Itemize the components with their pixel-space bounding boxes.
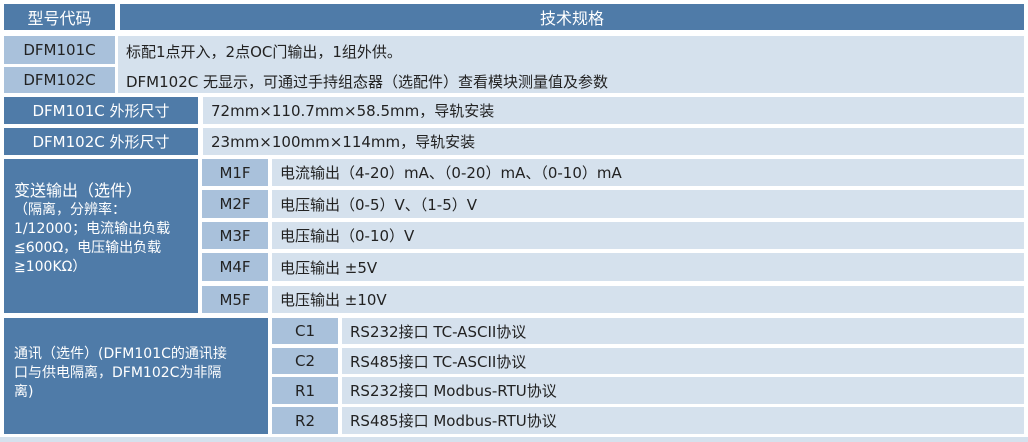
dimension-value: 72mm×110.7mm×58.5mm，导轨安装: [203, 97, 1024, 124]
model-desc-cell: 标配1点开入，2点OC门输出，1组外供。 DFM102C 无显示，可通过手持组态…: [118, 36, 1024, 93]
model-code-cell: DFM102C: [4, 67, 115, 93]
comm-desc: RS485接口 Modbus-RTU协议: [342, 407, 1024, 434]
transmit-desc: 电压输出 ±5V: [272, 253, 1024, 281]
comm-code: R2: [272, 407, 338, 434]
transmit-code: M5F: [202, 286, 268, 313]
transmit-code: M1F: [202, 159, 268, 186]
model-desc: 标配1点开入，2点OC门输出，1组外供。: [126, 43, 402, 61]
comm-code: R1: [272, 377, 338, 404]
comm-title: 通讯（选件）(DFM101C的通讯接口与供电隔离，DFM102C为非隔离): [14, 346, 227, 400]
comm-desc: RS232接口 TC-ASCII协议: [342, 318, 1024, 344]
transmit-title: 变送输出（选件）: [14, 181, 143, 200]
transmit-desc: 电压输出（0-5）V、（1-5）V: [272, 190, 1024, 218]
transmit-code: M3F: [202, 222, 268, 249]
dimension-label: DFM101C 外形尺寸: [4, 97, 198, 124]
model-desc: DFM102C 无显示，可通过手持组态器（选配件）查看模块测量值及参数: [126, 73, 608, 91]
transmit-header-cell: 变送输出（选件） （隔离，分辨率：1/12000；电流输出负载≦600Ω，电压输…: [4, 159, 198, 313]
model-code-cell: DFM101C: [4, 36, 115, 64]
bottom-border: [0, 437, 1028, 442]
dimension-label: DFM102C 外形尺寸: [4, 128, 198, 155]
transmit-desc: 电流输出（4-20）mA、（0-20）mA、（0-10）mA: [272, 159, 1024, 186]
transmit-code: M2F: [202, 190, 268, 218]
transmit-desc: 电压输出（0-10）V: [272, 222, 1024, 249]
transmit-note: （隔离，分辨率：1/12000；电流输出负载≦600Ω，电压输出负载≧100KΩ…: [14, 202, 171, 275]
dimension-value: 23mm×100mm×114mm，导轨安装: [203, 128, 1024, 155]
header-spec: 技术规格: [120, 4, 1024, 30]
comm-desc: RS485接口 TC-ASCII协议: [342, 348, 1024, 374]
comm-code: C2: [272, 348, 338, 374]
transmit-desc: 电压输出 ±10V: [272, 286, 1024, 313]
comm-code: C1: [272, 318, 338, 344]
comm-desc: RS232接口 Modbus-RTU协议: [342, 377, 1024, 404]
transmit-code: M4F: [202, 253, 268, 281]
comm-header-cell: 通讯（选件）(DFM101C的通讯接口与供电隔离，DFM102C为非隔离): [4, 318, 268, 434]
header-model-code: 型号代码: [4, 4, 115, 30]
